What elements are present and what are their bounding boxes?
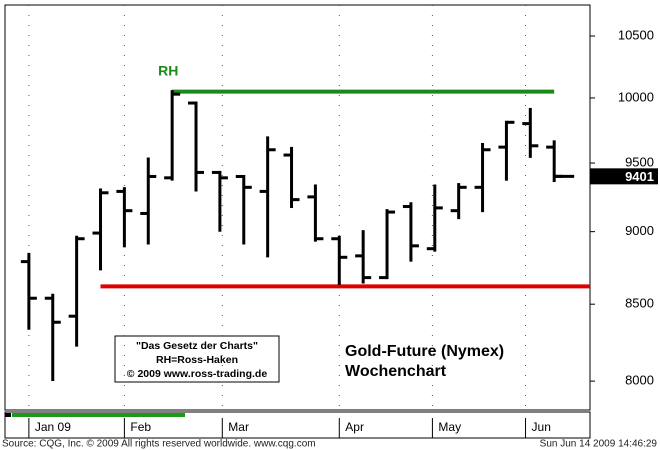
y-tick-label: 9000 <box>625 223 654 238</box>
y-tick-label: 8000 <box>625 373 654 388</box>
note-line: RH=Ross-Haken <box>156 354 238 366</box>
x-tick-label: May <box>438 420 461 434</box>
source: Source: CQG, Inc. © 2009 All rights rese… <box>2 439 316 450</box>
plot-frame <box>4 4 591 411</box>
x-tick-label: Jan 09 <box>35 420 71 434</box>
x-tick-label: Jun <box>532 420 551 434</box>
timestamp: Sun Jun 14 2009 14:46:29 <box>540 439 658 450</box>
time-axis <box>4 411 591 439</box>
last-price-label: 9401 <box>625 169 654 184</box>
chart-subtitle: Wochenchart <box>345 363 447 380</box>
y-tick-label: 8500 <box>625 296 654 311</box>
y-tick-label: 10500 <box>618 27 654 42</box>
y-tick-label: 10000 <box>618 89 654 104</box>
y-tick-label: 9500 <box>625 154 654 169</box>
note-box <box>114 335 280 383</box>
last-price-tag <box>590 168 658 185</box>
note-line: © 2009 www.ross-trading.de <box>127 368 268 380</box>
note-line: "Das Gesetz der Charts" <box>136 340 258 352</box>
chart-title: Gold-Future (Nymex) <box>345 343 504 360</box>
x-tick-label: Apr <box>345 420 364 434</box>
scroll-thumb <box>12 413 185 417</box>
x-tick-label: Mar <box>228 420 249 434</box>
scroll-end <box>5 413 11 417</box>
x-tick-label: Feb <box>130 420 151 434</box>
level-label: RH <box>158 62 178 78</box>
